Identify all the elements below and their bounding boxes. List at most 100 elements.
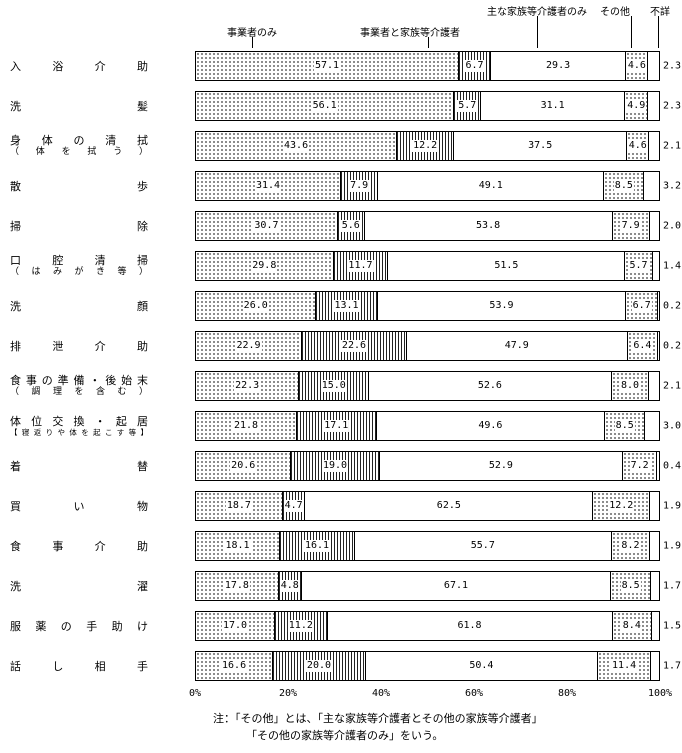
value-label: 17.1 (323, 420, 350, 432)
value-label: 55.7 (469, 540, 496, 552)
segment-other: 7.9 (611, 212, 649, 240)
category-label: 着替 (10, 459, 148, 473)
segment-unknown (656, 452, 659, 480)
segment-family-only: 51.5 (387, 252, 625, 280)
value-label-unknown: 0.2 (663, 340, 682, 352)
segment-family-only: 31.1 (480, 92, 624, 120)
legend-leader-line (537, 16, 538, 48)
value-label: 7.9 (349, 180, 370, 192)
value-label: 49.6 (477, 420, 504, 432)
value-label: 22.9 (235, 340, 262, 352)
segment-provider-only: 26.0 (196, 292, 316, 320)
value-label: 22.6 (340, 340, 368, 352)
segment-family-only: 67.1 (300, 572, 611, 600)
value-label: 17.8 (223, 580, 250, 592)
chart-row: 排泄介助 22.9 22.6 47.9 6.4 0.2 (0, 326, 682, 366)
x-tick: 80% (557, 688, 577, 699)
segment-provider-and-family: 17.1 (296, 412, 376, 440)
category-label: 口腔清掃 （はみがき等） (10, 254, 148, 277)
value-label: 11.4 (611, 660, 638, 672)
value-label: 56.1 (311, 100, 338, 112)
segment-unknown (657, 332, 659, 360)
legend-unknown: 不詳 (650, 7, 670, 18)
segment-unknown (650, 572, 659, 600)
value-label: 4.6 (626, 60, 647, 72)
segment-unknown (644, 412, 659, 440)
value-label: 43.6 (283, 140, 310, 152)
segment-other: 8.4 (611, 612, 652, 640)
legend-leader-line (658, 16, 659, 48)
stacked-bar: 20.6 19.0 52.9 7.2 (195, 451, 660, 481)
stacked-bar: 31.4 7.9 49.1 8.5 (195, 171, 660, 201)
segment-family-only: 37.5 (453, 132, 627, 160)
chart-row: 食事介助 18.1 16.1 55.7 8.2 1.9 (0, 526, 682, 566)
value-label: 51.5 (493, 260, 520, 272)
value-label: 50.4 (468, 660, 495, 672)
value-label: 5.7 (457, 100, 478, 112)
segment-provider-and-family: 11.2 (274, 612, 327, 640)
x-tick: 40% (371, 688, 391, 699)
value-label: 21.8 (232, 420, 260, 432)
stacked-bar: 22.3 15.0 52.6 8.0 (195, 371, 660, 401)
category-label: 服薬の手助け (10, 619, 148, 633)
value-label-unknown: 2.1 (663, 380, 682, 392)
segment-unknown (648, 132, 659, 160)
chart-row: 掃除 30.7 5.6 53.8 7.9 2.0 (0, 206, 682, 246)
segment-provider-and-family: 5.7 (453, 92, 481, 120)
segment-other: 5.7 (624, 252, 652, 280)
segment-provider-only: 21.8 (196, 412, 297, 440)
value-label: 49.1 (477, 180, 504, 192)
chart-rows: 入浴介助 57.1 6.7 29.3 4.6 2.3 洗髪 56.1 5.7 31.1 4.9 2.3… (0, 46, 682, 686)
segment-provider-only: 16.6 (196, 652, 273, 680)
segment-provider-and-family: 15.0 (298, 372, 369, 400)
legend-provider-only: 事業者のみ (227, 28, 277, 39)
value-label: 8.2 (620, 540, 641, 552)
segment-other: 12.2 (592, 492, 650, 520)
value-label: 4.6 (627, 140, 648, 152)
segment-provider-and-family: 16.1 (279, 532, 354, 560)
segment-family-only: 47.9 (405, 332, 627, 360)
value-label: 31.1 (539, 100, 566, 112)
value-label: 31.4 (254, 180, 282, 192)
category-label: 散歩 (10, 179, 148, 193)
segment-other: 4.6 (626, 132, 649, 160)
value-label-unknown: 2.3 (663, 100, 682, 112)
value-label: 12.2 (412, 140, 439, 152)
value-label: 37.5 (527, 140, 554, 152)
stacked-bar: 22.9 22.6 47.9 6.4 (195, 331, 660, 361)
value-label: 7.9 (620, 220, 641, 232)
segment-family-only: 49.1 (377, 172, 604, 200)
category-label: 掃除 (10, 219, 148, 233)
value-label: 15.0 (320, 380, 347, 392)
value-label: 5.7 (628, 260, 649, 272)
value-label-unknown: 2.1 (663, 140, 682, 152)
category-label: 洗髪 (10, 99, 148, 113)
chart-row: 服薬の手助け 17.0 11.2 61.8 8.4 1.5 (0, 606, 682, 646)
value-label: 20.6 (230, 460, 257, 472)
segment-provider-and-family: 12.2 (396, 132, 454, 160)
value-label: 29.3 (545, 60, 572, 72)
x-tick: 60% (464, 688, 484, 699)
value-label-unknown: 1.4 (663, 260, 682, 272)
value-label-unknown: 1.7 (663, 580, 682, 592)
segment-other: 8.2 (610, 532, 650, 560)
segment-other: 8.5 (610, 572, 651, 600)
stacked-bar: 16.6 20.0 50.4 11.4 (195, 651, 660, 681)
category-label: 食事介助 (10, 539, 148, 553)
value-label: 18.1 (224, 540, 251, 552)
value-label: 8.5 (614, 420, 635, 432)
segment-provider-and-family: 5.6 (336, 212, 364, 240)
segment-unknown (649, 532, 659, 560)
chart-row: 洗濯 17.8 4.8 67.1 8.5 1.7 (0, 566, 682, 606)
value-label: 53.9 (488, 300, 515, 312)
value-label: 19.0 (321, 460, 349, 472)
category-label: 買い物 (10, 499, 148, 513)
segment-provider-only: 17.0 (196, 612, 275, 640)
stacked-bar: 29.8 11.7 51.5 5.7 (195, 251, 660, 281)
legend-leader-line (631, 16, 632, 48)
segment-provider-only: 22.9 (196, 332, 302, 360)
segment-provider-only: 30.7 (196, 212, 337, 240)
segment-provider-and-family: 6.7 (458, 52, 490, 80)
value-label: 62.5 (435, 500, 462, 512)
value-label: 53.8 (475, 220, 502, 232)
